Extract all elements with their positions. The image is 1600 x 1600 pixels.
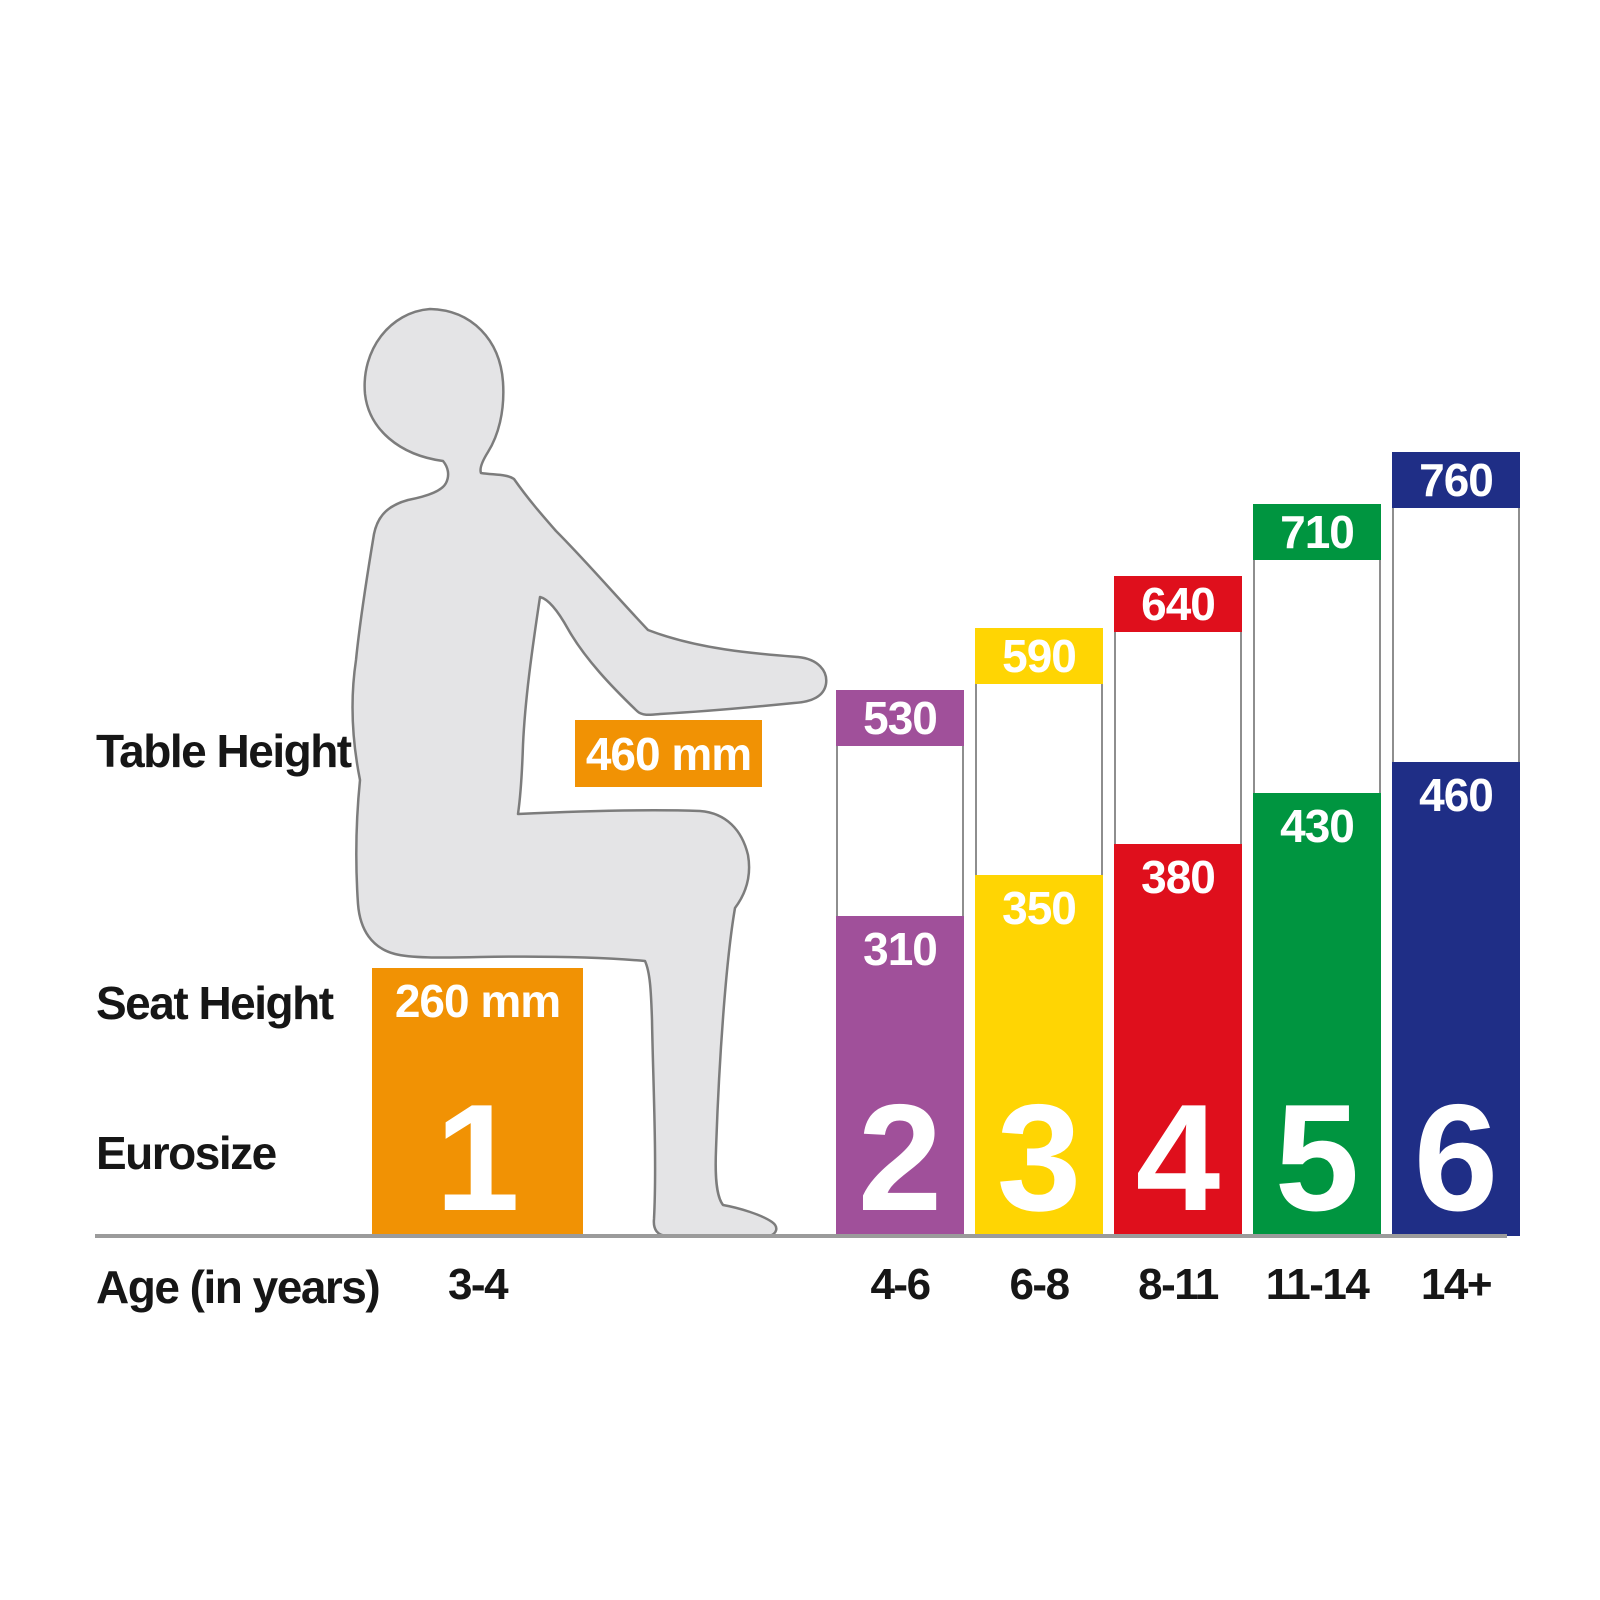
size5-bar-body: [1253, 560, 1381, 793]
size4-seat-section: 380 4: [1114, 844, 1242, 1236]
bar-size5: 710 430 5: [1253, 504, 1381, 1236]
seat-height-label: Seat Height: [96, 977, 334, 1029]
age-label: Age (in years): [96, 1261, 381, 1313]
size3-eurosize-number: 3: [996, 1073, 1082, 1236]
age-value-size1: 3-4: [447, 1260, 509, 1309]
size1-seat-height-value: 260 mm: [394, 975, 561, 1027]
size1-table-height-box: 460 mm: [575, 720, 762, 787]
size2-eurosize-number: 2: [857, 1073, 943, 1236]
size5-seat-height-value: 430: [1280, 800, 1355, 852]
size2-table-height-value: 530: [836, 690, 964, 746]
size6-bar-body: [1392, 508, 1520, 762]
size4-table-height-value: 640: [1114, 576, 1242, 632]
size6-table-height-value: 760: [1392, 452, 1520, 508]
size3-seat-section: 350 3: [975, 875, 1103, 1236]
bar-size3: 590 350 3: [975, 628, 1103, 1236]
size5-seat-section: 430 5: [1253, 793, 1381, 1236]
size2-bar-body: [836, 746, 964, 916]
size2-seat-height-value: 310: [863, 923, 938, 975]
age-value-size3: 6-8: [1009, 1260, 1070, 1309]
size3-seat-height-value: 350: [1002, 882, 1077, 934]
bar-size2: 530 310 2: [836, 690, 964, 1236]
eurosize-label: Eurosize: [96, 1127, 277, 1179]
age-value-size2: 4-6: [870, 1260, 931, 1309]
size1-seat-box: 260 mm 1: [372, 968, 583, 1236]
age-value-size6: 14+: [1420, 1260, 1493, 1309]
size3-table-height-value: 590: [975, 628, 1103, 684]
size5-table-height-value: 710: [1253, 504, 1381, 560]
size2-seat-section: 310 2: [836, 916, 964, 1236]
seated-person-silhouette: [351, 307, 828, 1238]
size6-eurosize-number: 6: [1413, 1073, 1499, 1236]
size1-eurosize-number: 1: [435, 1073, 520, 1243]
person-outline: [351, 307, 828, 1238]
size6-seat-height-value: 460: [1419, 769, 1494, 821]
size4-seat-height-value: 380: [1141, 851, 1216, 903]
age-value-size5: 11-14: [1265, 1260, 1370, 1309]
size4-eurosize-number: 4: [1135, 1073, 1221, 1236]
size6-seat-section: 460 6: [1392, 762, 1520, 1236]
baseline: [95, 1234, 1507, 1238]
bar-size6: 760 460 6: [1392, 452, 1520, 1236]
age-value-size4: 8-11: [1138, 1260, 1219, 1309]
table-height-label: Table Height: [96, 725, 352, 777]
size4-bar-body: [1114, 632, 1242, 844]
size3-bar-body: [975, 684, 1103, 875]
size5-eurosize-number: 5: [1274, 1073, 1360, 1236]
bar-size4: 640 380 4: [1114, 576, 1242, 1236]
